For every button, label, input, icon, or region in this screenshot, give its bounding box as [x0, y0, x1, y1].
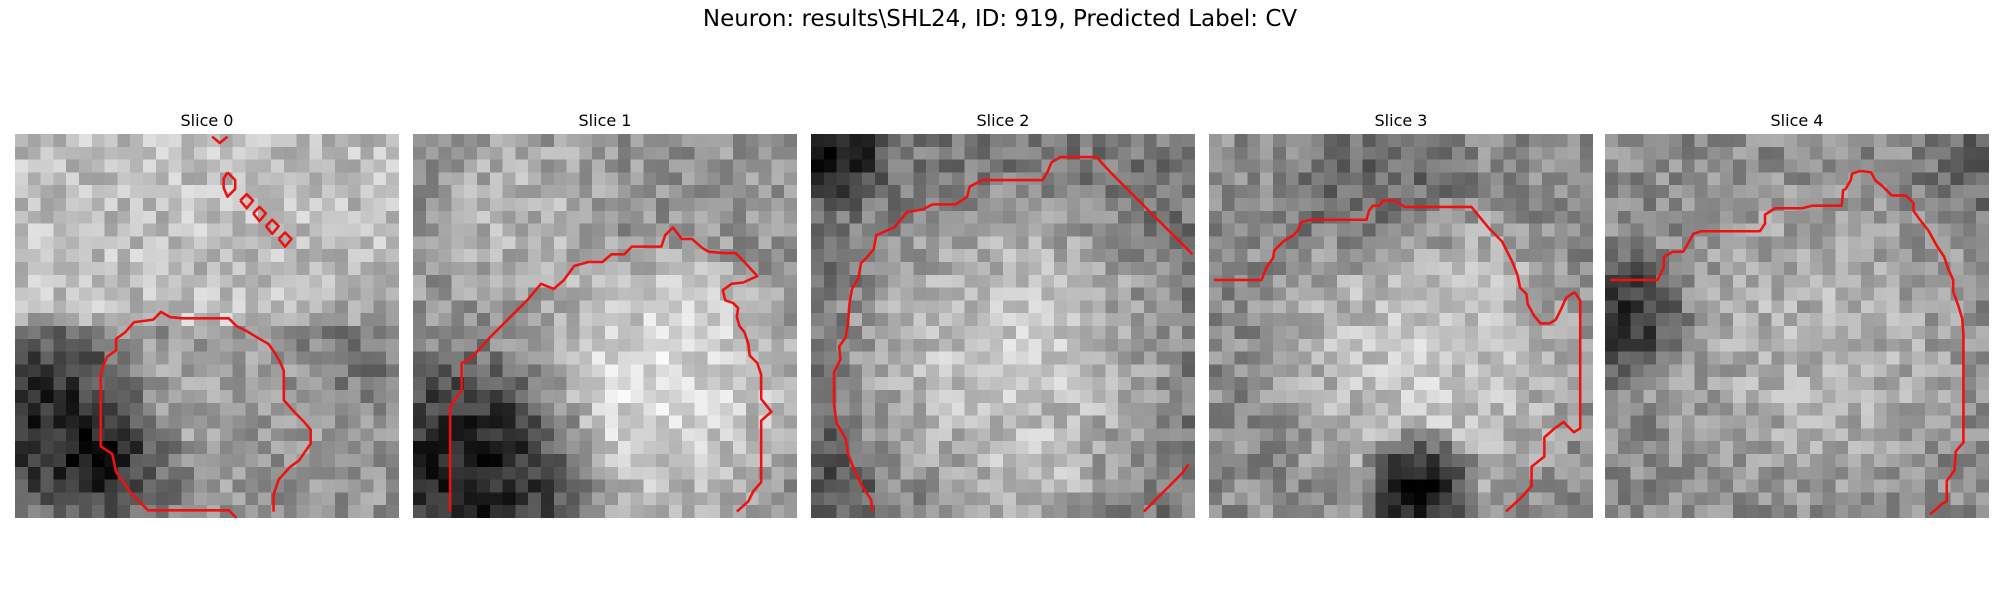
contour-line [832, 155, 1194, 512]
contour-line [1142, 463, 1190, 513]
slice-image [811, 134, 1195, 518]
contour-line [277, 231, 293, 248]
contour-line [1214, 199, 1582, 513]
segmentation-contour [99, 135, 312, 518]
segmentation-contour [1214, 199, 1582, 513]
slice-image [1605, 134, 1989, 518]
slice-image [1209, 134, 1593, 518]
slice-panel-1: Slice 1 [413, 108, 797, 518]
segmentation-contour [1610, 169, 1965, 516]
slice-image [15, 134, 399, 518]
slice-panel-3: Slice 3 [1209, 108, 1593, 518]
slice-title: Slice 4 [1770, 111, 1824, 130]
contour-line [99, 310, 312, 518]
contour-line [239, 192, 255, 210]
contour-line [264, 218, 280, 236]
slice-panel-4: Slice 4 [1605, 108, 1989, 518]
contour-line [222, 171, 237, 199]
segmentation-contour [448, 226, 773, 513]
slice-title: Slice 1 [578, 111, 632, 130]
slice-panel-2: Slice 2 [811, 108, 1195, 518]
figure-title: Neuron: results\SHL24, ID: 919, Predicte… [702, 6, 1298, 32]
slice-title: Slice 0 [180, 111, 234, 130]
slice-image [413, 134, 797, 518]
segmentation-contour [832, 155, 1194, 513]
contour-line [252, 205, 268, 223]
contour-line [448, 226, 773, 513]
slice-panel-0: Slice 0 [15, 108, 399, 518]
slice-title: Slice 3 [1374, 111, 1428, 130]
slice-title: Slice 2 [976, 111, 1030, 130]
contour-line [1610, 169, 1965, 516]
contour-line [211, 135, 229, 145]
